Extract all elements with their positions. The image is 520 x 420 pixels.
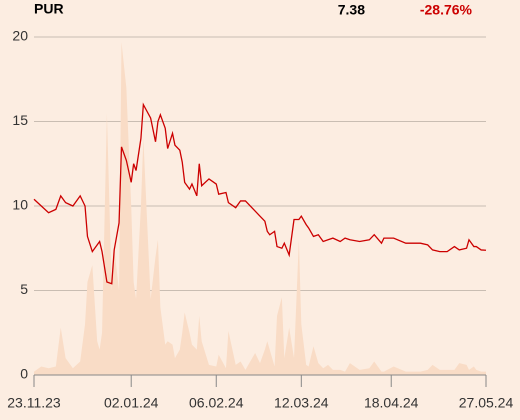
y-tick-label: 10 bbox=[12, 197, 28, 213]
price-change: -28.76% bbox=[420, 2, 473, 18]
y-tick-label: 15 bbox=[12, 112, 28, 128]
x-tick-label: 23.11.23 bbox=[7, 395, 61, 411]
price-line bbox=[33, 102, 487, 285]
x-tick-label: 02.01.24 bbox=[104, 395, 159, 411]
last-price: 7.38 bbox=[338, 2, 365, 18]
ticker: PUR bbox=[34, 1, 64, 17]
x-tick-label: 06.02.24 bbox=[189, 395, 244, 411]
y-tick-label: 20 bbox=[12, 28, 28, 44]
volume-area bbox=[34, 42, 486, 375]
x-tick-label: 18.04.24 bbox=[364, 395, 419, 411]
y-tick-label: 5 bbox=[20, 281, 28, 297]
x-tick-label: 27.05.24 bbox=[459, 395, 514, 411]
x-tick-label: 12.03.24 bbox=[274, 395, 329, 411]
y-tick-label: 0 bbox=[20, 366, 28, 382]
